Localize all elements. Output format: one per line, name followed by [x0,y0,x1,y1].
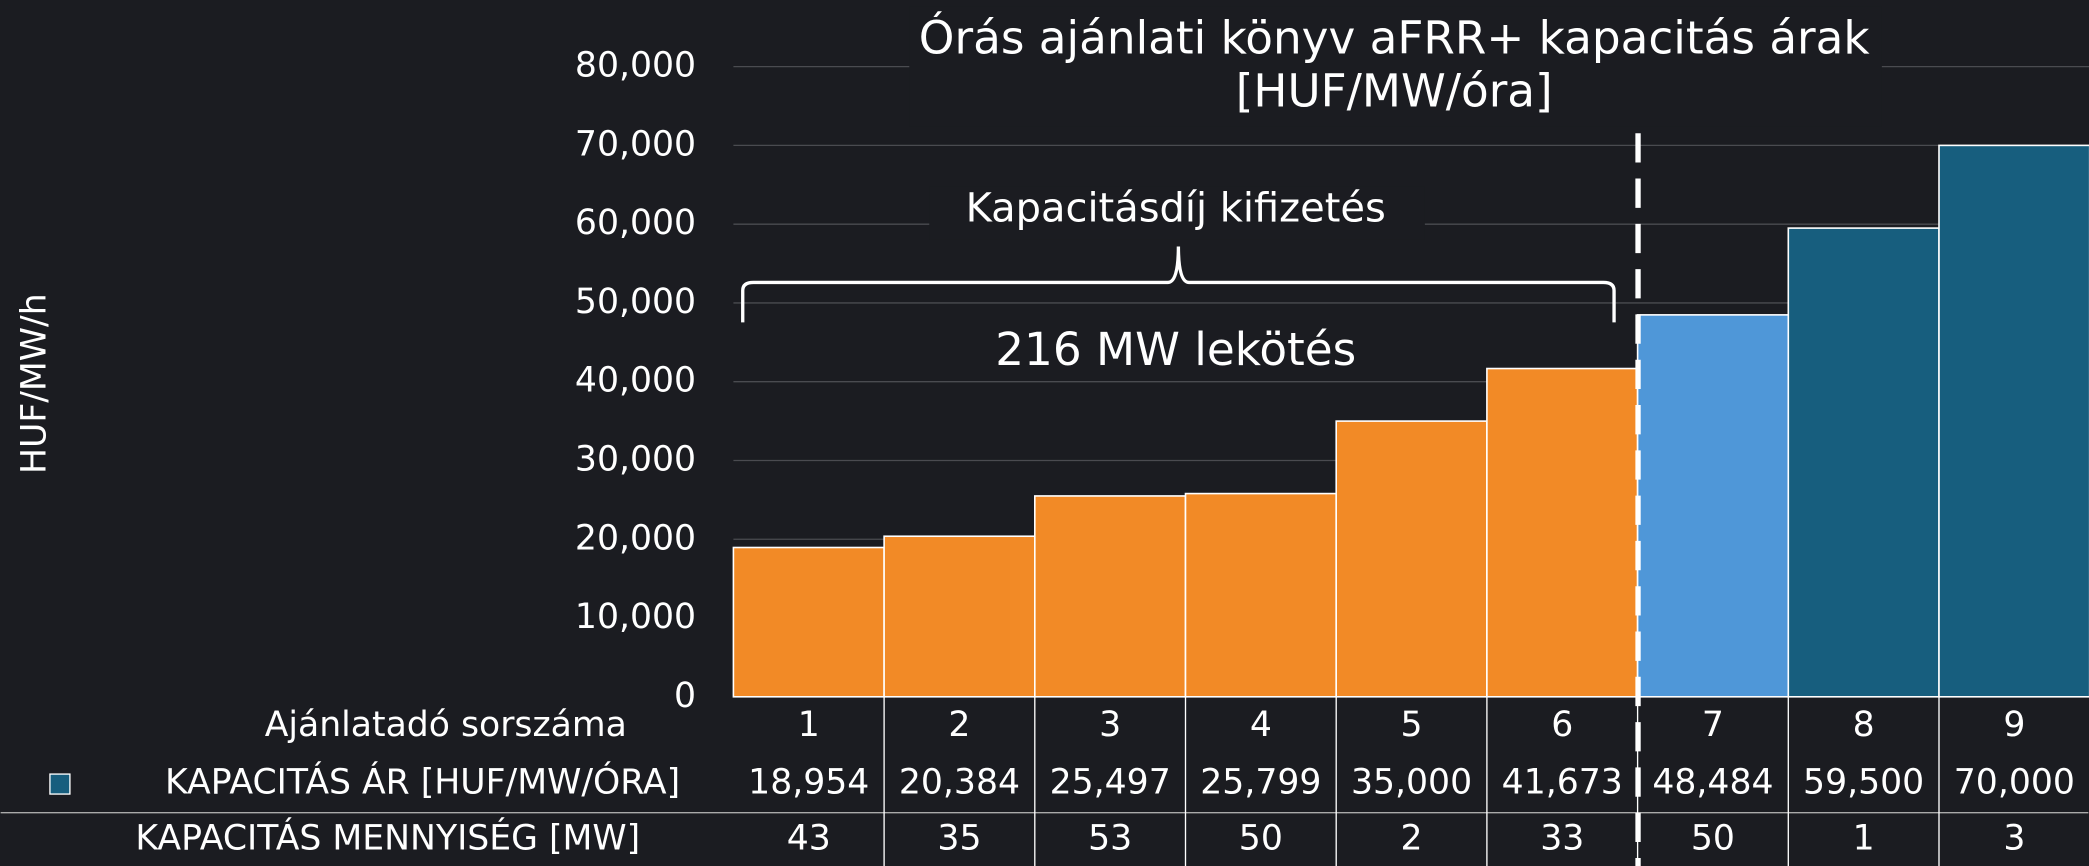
y-axis-label: HUF/MW/h [14,293,54,474]
quantity-label: 2 [1401,818,1423,858]
quantity-label: 35 [937,818,981,858]
x-tick-label: 9 [2003,705,2025,745]
bar [883,535,1036,698]
x-tick-label: 3 [1099,705,1121,745]
bar [1034,495,1187,698]
y-tick-label: 10,000 [575,597,696,637]
data-label: 59,500 [1803,762,1924,802]
row-label: KAPACITÁS MENNYISÉG [MW] [135,816,640,858]
data-label: 70,000 [1954,762,2075,802]
y-tick-label: 0 [674,676,696,716]
annotation: Kapacitásdíj kifizetés [966,186,1386,232]
annotation: 216 MW lekötés [995,323,1356,376]
chart-title: [HUF/MW/óra] [1236,65,1553,118]
x-tick-label: 6 [1551,705,1573,745]
bar [1184,492,1338,698]
quantity-label: 33 [1540,818,1584,858]
data-label: 25,497 [1050,762,1171,802]
quantity-label: 3 [2003,818,2025,858]
bar [1335,420,1488,698]
x-tick-label: 8 [1853,705,1875,745]
x-tick-label: 1 [798,705,820,745]
data-label: 20,384 [899,762,1020,802]
quantity-label: 53 [1088,818,1132,858]
data-label: 25,799 [1200,762,1321,802]
x-tick-label: 2 [948,705,970,745]
data-label: 41,673 [1502,762,1623,802]
brace [741,246,1616,323]
grid: 0 10,000 20,000 30,000 40,000 50,000 60,000 70,… [575,46,2089,716]
x-tick-label: 4 [1250,705,1272,745]
bar [1938,144,2089,698]
bar [1636,314,1790,698]
quantity-label: 50 [1239,818,1283,858]
quantity-label: 43 [787,818,831,858]
y-tick-label: 40,000 [575,361,696,401]
bars [732,144,2089,698]
annotation-bg [929,186,1425,240]
y-tick-label: 50,000 [575,282,696,322]
data-label: 48,484 [1652,762,1773,802]
legend-swatch [49,773,71,795]
table: 1 18,954 43 2 20,384 35 3 25,497 53 4 25,799 50 5 35,… [748,696,2075,866]
quantity-label: 1 [1853,818,1875,858]
y-tick-label: 70,000 [575,124,696,164]
x-tick-label: 5 [1401,705,1423,745]
bar [1486,367,1639,698]
y-tick-label: 80,000 [575,46,696,86]
y-tick-label: 30,000 [575,439,696,479]
row-label: Ajánlatadó sorszáma [265,705,627,745]
x-tick-label: 7 [1702,705,1724,745]
title-bg [909,6,1882,127]
quantity-label: 50 [1691,818,1735,858]
y-tick-label: 60,000 [575,203,696,243]
data-label: 35,000 [1351,762,1472,802]
legend-label: KAPACITÁS ÁR [HUF/MW/ÓRA] [165,760,680,802]
bar [1787,227,1940,698]
bar [732,546,885,698]
chart-title: Órás ajánlati könyv aFRR+ kapacitás árak [919,11,1871,64]
y-tick-label: 20,000 [575,518,696,558]
data-label: 18,954 [748,762,869,802]
